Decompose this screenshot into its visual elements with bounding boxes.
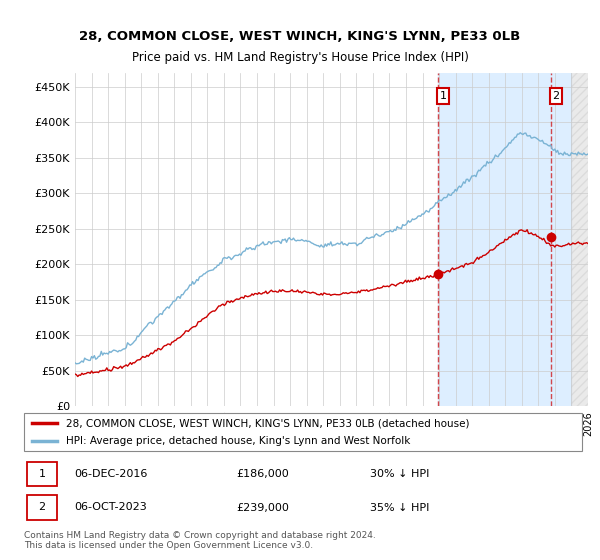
FancyBboxPatch shape (24, 413, 582, 451)
Text: 35% ↓ HPI: 35% ↓ HPI (370, 502, 430, 512)
Text: 06-OCT-2023: 06-OCT-2023 (74, 502, 147, 512)
Text: 30% ↓ HPI: 30% ↓ HPI (370, 469, 430, 479)
Text: 28, COMMON CLOSE, WEST WINCH, KING'S LYNN, PE33 0LB (detached house): 28, COMMON CLOSE, WEST WINCH, KING'S LYN… (66, 418, 469, 428)
FancyBboxPatch shape (27, 462, 58, 486)
Text: £239,000: £239,000 (236, 502, 289, 512)
Bar (571, 73, 588, 406)
Text: HPI: Average price, detached house, King's Lynn and West Norfolk: HPI: Average price, detached house, King… (66, 436, 410, 446)
Text: 2: 2 (553, 91, 560, 101)
Text: 06-DEC-2016: 06-DEC-2016 (74, 469, 148, 479)
Text: Price paid vs. HM Land Registry's House Price Index (HPI): Price paid vs. HM Land Registry's House … (131, 50, 469, 64)
Text: £186,000: £186,000 (236, 469, 289, 479)
Text: Contains HM Land Registry data © Crown copyright and database right 2024.
This d: Contains HM Land Registry data © Crown c… (24, 531, 376, 550)
Bar (438, 73, 571, 406)
Text: 1: 1 (439, 91, 446, 101)
FancyBboxPatch shape (27, 495, 58, 520)
Text: 2: 2 (38, 502, 46, 512)
Text: 1: 1 (38, 469, 46, 479)
Text: 28, COMMON CLOSE, WEST WINCH, KING'S LYNN, PE33 0LB: 28, COMMON CLOSE, WEST WINCH, KING'S LYN… (79, 30, 521, 43)
